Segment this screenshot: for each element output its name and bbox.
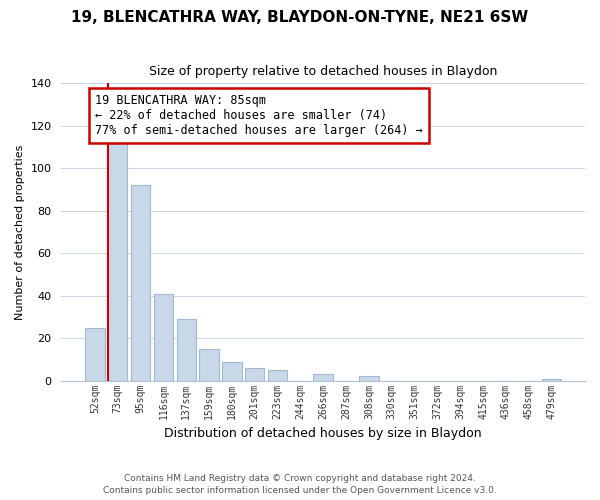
Bar bbox=[542, 378, 561, 380]
Text: 19 BLENCATHRA WAY: 85sqm
← 22% of detached houses are smaller (74)
77% of semi-d: 19 BLENCATHRA WAY: 85sqm ← 22% of detach… bbox=[95, 94, 423, 137]
Bar bbox=[108, 134, 127, 380]
Bar bbox=[154, 294, 173, 380]
Bar bbox=[222, 362, 242, 380]
Bar bbox=[176, 319, 196, 380]
Bar bbox=[313, 374, 333, 380]
Title: Size of property relative to detached houses in Blaydon: Size of property relative to detached ho… bbox=[149, 65, 497, 78]
Bar bbox=[85, 328, 104, 380]
Bar bbox=[268, 370, 287, 380]
Bar bbox=[359, 376, 379, 380]
Y-axis label: Number of detached properties: Number of detached properties bbox=[15, 144, 25, 320]
Bar bbox=[199, 349, 219, 380]
Text: Contains HM Land Registry data © Crown copyright and database right 2024.
Contai: Contains HM Land Registry data © Crown c… bbox=[103, 474, 497, 495]
Bar bbox=[131, 186, 150, 380]
Bar bbox=[245, 368, 265, 380]
X-axis label: Distribution of detached houses by size in Blaydon: Distribution of detached houses by size … bbox=[164, 427, 482, 440]
Text: 19, BLENCATHRA WAY, BLAYDON-ON-TYNE, NE21 6SW: 19, BLENCATHRA WAY, BLAYDON-ON-TYNE, NE2… bbox=[71, 10, 529, 25]
